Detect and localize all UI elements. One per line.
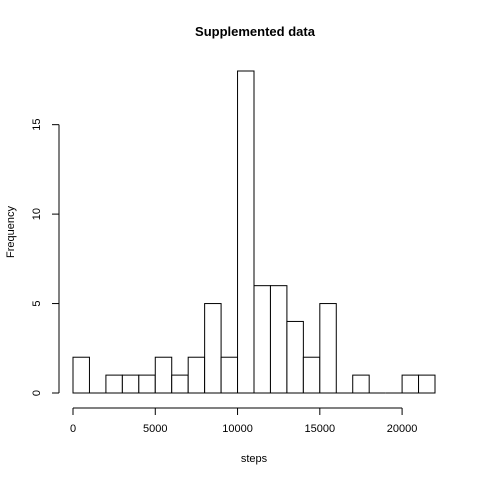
histogram-bar (237, 70, 255, 394)
x-axis: 0 5000 10000 15000 20000 (70, 407, 418, 435)
x-axis-label: steps (241, 453, 268, 465)
y-tick-label: 10 (31, 208, 43, 220)
histogram-bar (401, 374, 420, 394)
x-tick-label: 15000 (305, 423, 336, 435)
x-tick-label: 10000 (222, 423, 253, 435)
y-axis: 0 5 10 15 (31, 119, 60, 396)
y-axis-label: Frequency (5, 206, 17, 258)
histogram-bar (72, 356, 90, 394)
histogram-bar (121, 374, 140, 394)
x-tick-label: 20000 (387, 423, 418, 435)
bars-group (72, 70, 436, 394)
histogram-bar (138, 374, 156, 394)
y-tick-label: 0 (31, 390, 43, 396)
histogram-bar (105, 374, 123, 394)
histogram-bar (253, 285, 271, 394)
histogram-bar (204, 303, 222, 394)
y-tick-label: 5 (31, 300, 43, 306)
histogram-bar (319, 303, 337, 394)
x-tick-label: 5000 (143, 423, 167, 435)
histogram-bar (352, 374, 370, 394)
x-tick-label: 0 (70, 423, 76, 435)
histogram-bar (269, 285, 288, 394)
histogram-bar (302, 356, 321, 394)
histogram-bar (154, 356, 173, 394)
histogram-bar (418, 374, 436, 394)
histogram-bar (187, 356, 206, 394)
histogram-bar (220, 356, 239, 394)
histogram-bar (286, 320, 304, 394)
y-tick-label: 15 (31, 119, 43, 131)
histogram-bar (171, 374, 189, 394)
chart-title: Supplemented data (195, 24, 316, 39)
